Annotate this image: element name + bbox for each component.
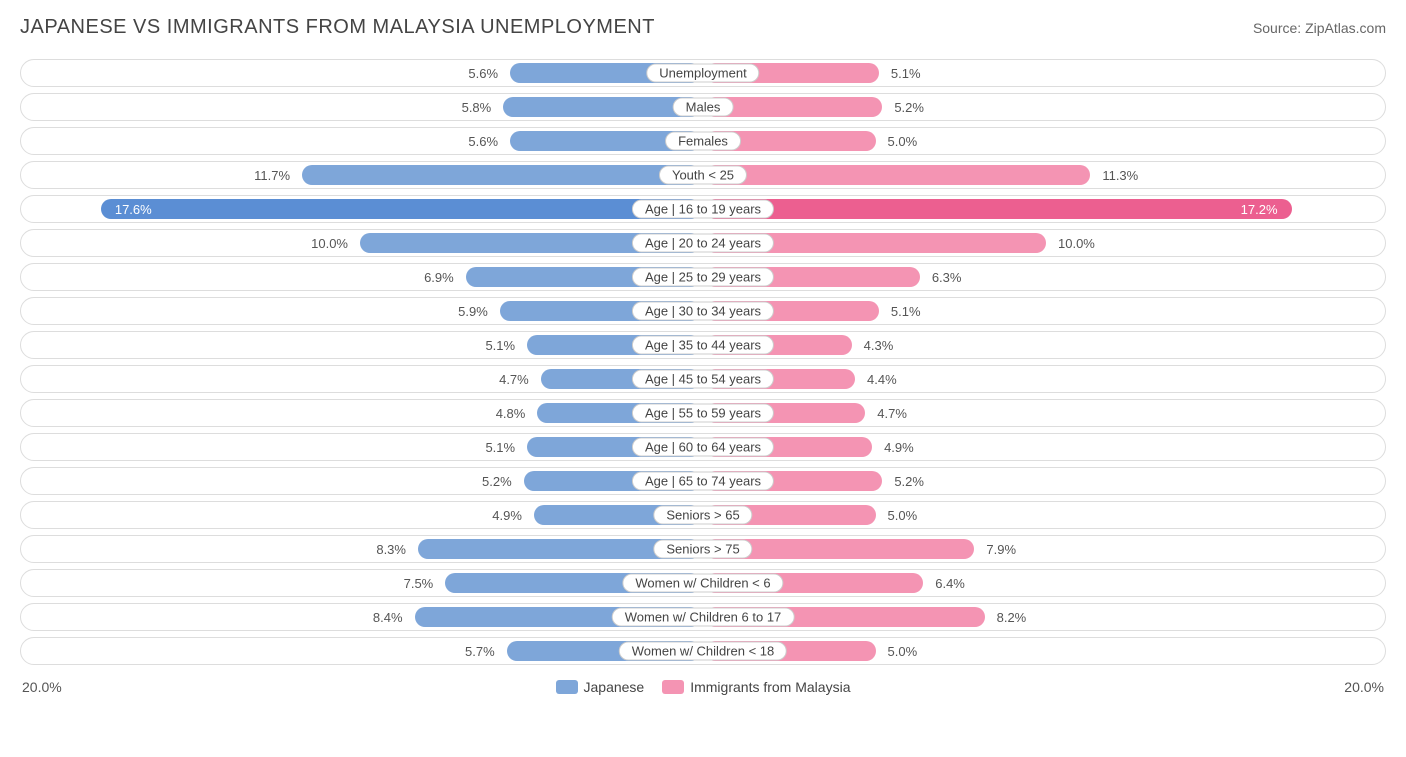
chart-row: 5.2% 5.2% Age | 65 to 74 years bbox=[20, 467, 1386, 495]
row-label: Age | 16 to 19 years bbox=[632, 200, 774, 219]
row-label: Females bbox=[665, 132, 741, 151]
chart-row: 8.3% 7.9% Seniors > 75 bbox=[20, 535, 1386, 563]
bar-value-left: 5.6% bbox=[462, 66, 504, 81]
bar-value-right: 8.2% bbox=[991, 610, 1033, 625]
bar-value-right: 11.3% bbox=[1096, 168, 1144, 183]
chart-row: 4.9% 5.0% Seniors > 65 bbox=[20, 501, 1386, 529]
legend-label-right: Immigrants from Malaysia bbox=[690, 679, 850, 695]
chart-row: 5.6% 5.1% Unemployment bbox=[20, 59, 1386, 87]
bar-value-right: 10.0% bbox=[1052, 236, 1101, 251]
chart-row: 17.6% 17.2% Age | 16 to 19 years bbox=[20, 195, 1386, 223]
row-label: Women w/ Children 6 to 17 bbox=[612, 608, 795, 627]
bar-value-left: 5.6% bbox=[462, 134, 504, 149]
row-label: Women w/ Children < 18 bbox=[619, 642, 787, 661]
bar-value-left: 4.8% bbox=[490, 406, 532, 421]
row-label: Seniors > 65 bbox=[653, 506, 752, 525]
bar-value-left: 4.9% bbox=[486, 508, 528, 523]
bar-value-left: 7.5% bbox=[398, 576, 440, 591]
chart-row: 5.1% 4.9% Age | 60 to 64 years bbox=[20, 433, 1386, 461]
bar-value-right: 5.2% bbox=[888, 100, 930, 115]
chart-row: 5.6% 5.0% Females bbox=[20, 127, 1386, 155]
row-label: Age | 25 to 29 years bbox=[632, 268, 774, 287]
chart-footer: 20.0% Japanese Immigrants from Malaysia … bbox=[20, 675, 1386, 699]
bar-value-right: 5.0% bbox=[882, 134, 924, 149]
row-label: Age | 20 to 24 years bbox=[632, 234, 774, 253]
row-label: Males bbox=[673, 98, 734, 117]
bar-value-left: 4.7% bbox=[493, 372, 535, 387]
row-label: Age | 35 to 44 years bbox=[632, 336, 774, 355]
bar-value-right: 5.0% bbox=[882, 644, 924, 659]
bar-left bbox=[302, 165, 701, 185]
row-label: Youth < 25 bbox=[659, 166, 747, 185]
chart-title: JAPANESE VS IMMIGRANTS FROM MALAYSIA UNE… bbox=[20, 16, 655, 39]
legend-swatch-right bbox=[662, 680, 684, 694]
bar-value-right: 6.4% bbox=[929, 576, 971, 591]
row-label: Age | 55 to 59 years bbox=[632, 404, 774, 423]
diverging-bar-chart: 5.6% 5.1% Unemployment 5.8% 5.2% Males 5.6% 5.0… bbox=[20, 59, 1386, 665]
bar-left bbox=[503, 97, 701, 117]
bar-value-right: 4.3% bbox=[858, 338, 900, 353]
bar-value-left: 5.7% bbox=[459, 644, 501, 659]
chart-legend: Japanese Immigrants from Malaysia bbox=[556, 679, 851, 695]
chart-row: 5.1% 4.3% Age | 35 to 44 years bbox=[20, 331, 1386, 359]
row-label: Unemployment bbox=[646, 64, 759, 83]
bar-value-right: 5.1% bbox=[885, 66, 927, 81]
bar-value-left: 8.4% bbox=[367, 610, 409, 625]
bar-value-right: 5.1% bbox=[885, 304, 927, 319]
bar-left: 17.6% bbox=[101, 199, 701, 219]
legend-label-left: Japanese bbox=[584, 679, 645, 695]
row-label: Age | 30 to 34 years bbox=[632, 302, 774, 321]
chart-row: 8.4% 8.2% Women w/ Children 6 to 17 bbox=[20, 603, 1386, 631]
axis-max-right: 20.0% bbox=[1344, 679, 1384, 695]
bar-value-right: 4.7% bbox=[871, 406, 913, 421]
chart-row: 6.9% 6.3% Age | 25 to 29 years bbox=[20, 263, 1386, 291]
bar-value-left: 5.8% bbox=[456, 100, 498, 115]
bar-value-right: 17.2% bbox=[1235, 202, 1284, 217]
row-label: Age | 60 to 64 years bbox=[632, 438, 774, 457]
bar-value-right: 4.9% bbox=[878, 440, 920, 455]
row-label: Age | 45 to 54 years bbox=[632, 370, 774, 389]
bar-value-left: 6.9% bbox=[418, 270, 460, 285]
chart-row: 10.0% 10.0% Age | 20 to 24 years bbox=[20, 229, 1386, 257]
chart-row: 5.8% 5.2% Males bbox=[20, 93, 1386, 121]
bar-value-left: 10.0% bbox=[305, 236, 354, 251]
chart-row: 11.7% 11.3% Youth < 25 bbox=[20, 161, 1386, 189]
chart-row: 4.7% 4.4% Age | 45 to 54 years bbox=[20, 365, 1386, 393]
bar-value-left: 11.7% bbox=[248, 168, 296, 183]
bar-value-right: 7.9% bbox=[980, 542, 1022, 557]
source-name: ZipAtlas.com bbox=[1305, 20, 1386, 36]
legend-item-left: Japanese bbox=[556, 679, 645, 695]
chart-row: 5.7% 5.0% Women w/ Children < 18 bbox=[20, 637, 1386, 665]
bar-value-left: 5.9% bbox=[452, 304, 494, 319]
bar-value-left: 8.3% bbox=[370, 542, 412, 557]
bar-value-left: 5.1% bbox=[479, 440, 521, 455]
bar-value-right: 6.3% bbox=[926, 270, 968, 285]
bar-value-left: 5.2% bbox=[476, 474, 518, 489]
bar-right bbox=[705, 165, 1090, 185]
bar-value-left: 5.1% bbox=[479, 338, 521, 353]
row-label: Seniors > 75 bbox=[653, 540, 752, 559]
bar-value-right: 4.4% bbox=[861, 372, 903, 387]
chart-source: Source: ZipAtlas.com bbox=[1253, 20, 1386, 36]
bar-right: 17.2% bbox=[705, 199, 1292, 219]
row-label: Women w/ Children < 6 bbox=[622, 574, 783, 593]
bar-value-left: 17.6% bbox=[109, 202, 158, 217]
chart-header: JAPANESE VS IMMIGRANTS FROM MALAYSIA UNE… bbox=[20, 16, 1386, 39]
chart-row: 7.5% 6.4% Women w/ Children < 6 bbox=[20, 569, 1386, 597]
row-label: Age | 65 to 74 years bbox=[632, 472, 774, 491]
legend-item-right: Immigrants from Malaysia bbox=[662, 679, 850, 695]
chart-row: 5.9% 5.1% Age | 30 to 34 years bbox=[20, 297, 1386, 325]
legend-swatch-left bbox=[556, 680, 578, 694]
bar-value-right: 5.2% bbox=[888, 474, 930, 489]
chart-row: 4.8% 4.7% Age | 55 to 59 years bbox=[20, 399, 1386, 427]
bar-value-right: 5.0% bbox=[882, 508, 924, 523]
axis-max-left: 20.0% bbox=[22, 679, 62, 695]
source-prefix: Source: bbox=[1253, 20, 1305, 36]
